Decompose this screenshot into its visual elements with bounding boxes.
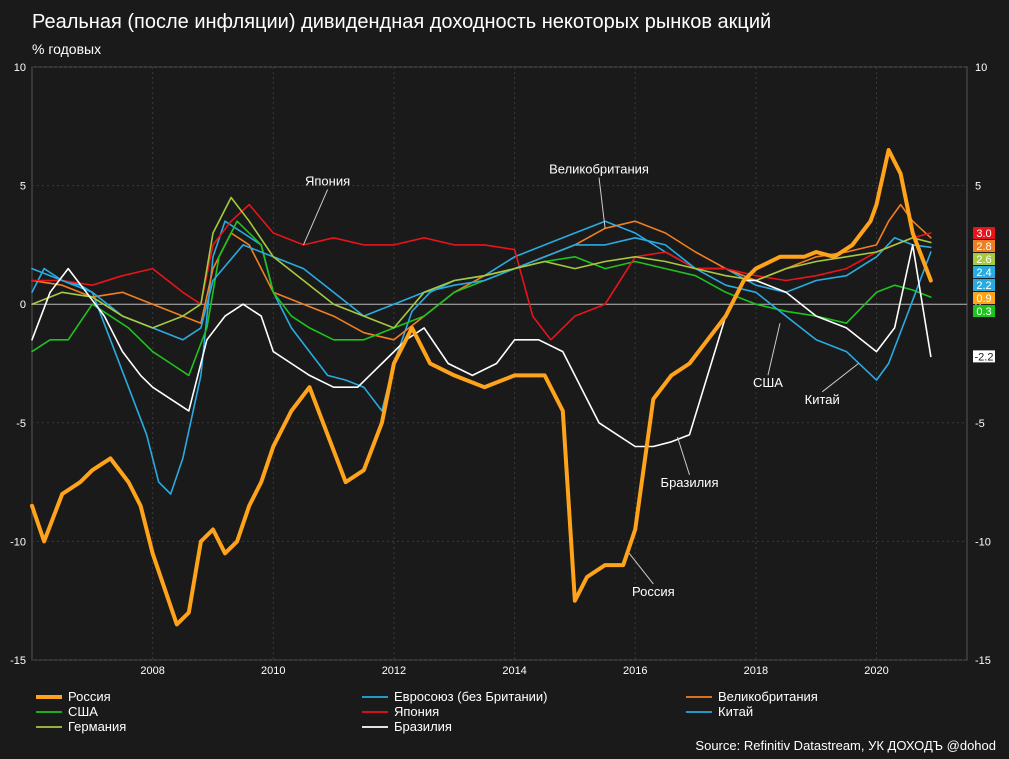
series-line [31,220,932,377]
y-tick-label-left: 10 [14,62,26,74]
end-value-text: 3.0 [976,228,991,240]
annotation-label: Бразилия [661,475,719,490]
y-tick-label-right: -15 [975,655,991,667]
legend-label: Бразилия [394,719,452,734]
legend-label: Евросоюз (без Британии) [394,689,547,704]
y-tick-label-left: -5 [16,418,26,430]
series-line [31,244,932,448]
chart-subtitle: % годовых [32,41,101,57]
end-value-box [973,266,995,279]
legend-label: Россия [68,689,111,704]
end-value-label: 2.6 [973,253,995,266]
end-value-box [973,253,995,266]
legend-label: Япония [394,704,439,719]
end-value-box [973,227,995,240]
x-tick-label: 2014 [502,665,526,677]
series-line [31,220,932,495]
x-tick-label: 2020 [864,665,888,677]
x-tick-label: 2010 [261,665,285,677]
end-value-text: 0.9 [976,293,991,305]
annotation-label: Россия [632,584,675,599]
y-tick-label-left: 0 [20,299,26,311]
y-tick-label-right: 5 [975,181,981,193]
legend-label: Великобритания [718,689,818,704]
annotation-leader [821,363,859,393]
end-value-box [973,350,995,363]
end-value-label: 2.8 [973,240,995,253]
x-tick-label: 2018 [744,665,768,677]
end-value-label: 2.2 [973,279,995,292]
legend: Россия Евросоюз (без Британии) Великобрита… [36,689,818,734]
end-value-text: 2.8 [976,241,991,253]
legend-item: Россия [36,689,111,704]
legend-item: Япония [362,704,439,719]
legend-item: США [36,704,98,719]
plot-frame [31,66,968,661]
end-value-box [973,240,995,253]
annotation-leader [598,177,606,229]
end-value-text: 2.6 [976,254,991,266]
end-value-label: 0.3 [973,305,995,318]
legend-label: США [68,704,98,719]
x-tick-label: 2012 [382,665,406,677]
series-line [31,196,932,329]
legend-item: Германия [36,719,126,734]
end-value-box [973,279,995,292]
annotation-label: Япония [305,174,350,189]
legend-label: Германия [68,719,126,734]
end-value-text: 0.3 [976,306,991,318]
annotation-leader [767,323,781,376]
end-value-box [973,292,995,305]
annotation-leader [676,436,690,475]
end-value-text: -2.2 [975,351,994,363]
y-tick-label-left: -10 [10,536,26,548]
source-note: Source: Refinitiv Datastream, УК ДОХОДЪ … [695,738,996,753]
y-tick-label-right: 10 [975,62,987,74]
legend-item: Евросоюз (без Британии) [362,689,547,704]
plot-area: 200820102012201420162018202010105500-5-5… [10,62,995,677]
x-tick-label: 2008 [140,665,164,677]
series-line [31,237,932,381]
legend-item: Китай [686,704,753,719]
legend-item: Великобритания [686,689,818,704]
annotation-label: Китай [805,392,840,407]
y-tick-label-right: -10 [975,536,991,548]
x-tick-label: 2016 [623,665,647,677]
chart-title: Реальная (после инфляции) дивидендная до… [32,11,771,33]
annotation-label: Великобритания [549,162,649,177]
end-value-label: 3.0 [973,227,995,240]
end-value-label: 0.9 [973,292,995,305]
y-tick-label-right: -5 [975,418,985,430]
end-value-box [973,305,995,318]
legend-label: Китай [718,704,753,719]
series-line [30,148,933,627]
annotation-leader [628,552,654,585]
legend-item: Бразилия [362,719,452,734]
annotation-leader [302,189,329,246]
y-tick-label-left: -15 [10,655,26,667]
y-tick-label-left: 5 [20,181,26,193]
end-value-label: -2.2 [973,350,995,363]
end-value-text: 2.4 [976,267,991,279]
end-value-text: 2.2 [976,280,991,292]
end-value-label: 2.4 [973,266,995,279]
series-line [31,203,932,341]
annotation-label: США [753,375,783,390]
